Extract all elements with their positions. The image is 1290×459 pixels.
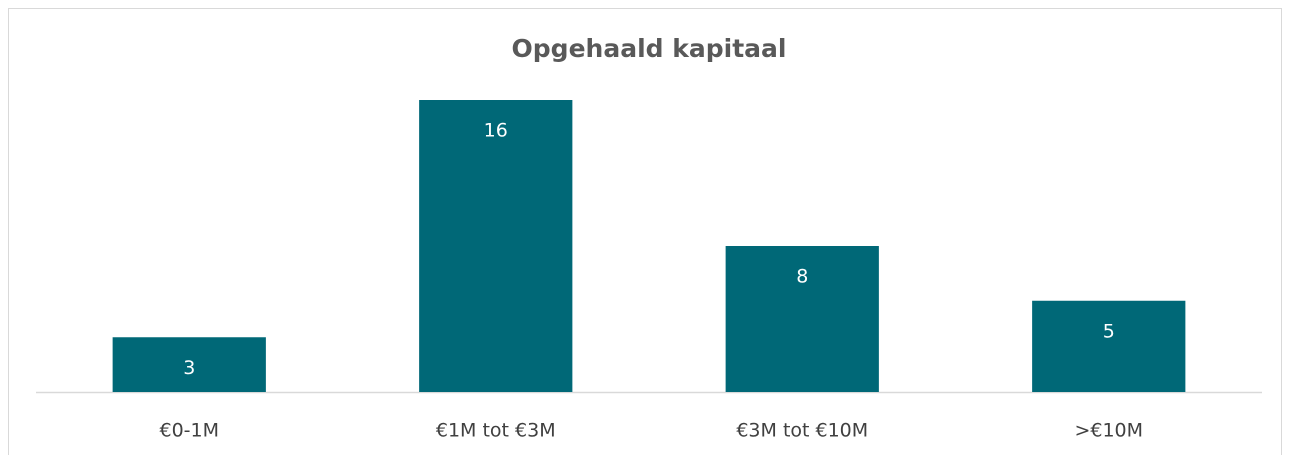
bar [419,100,573,392]
bar [112,337,266,392]
x-tick-label: >€10M [1074,420,1143,442]
data-label: 3 [183,357,195,379]
x-tick-label: €3M tot €10M [736,420,868,442]
data-label: 8 [796,266,808,288]
bar [725,246,879,392]
data-label: 16 [484,120,508,142]
x-tick-label: €1M tot €3M [436,420,556,442]
x-tick-label: €0-1M [159,420,219,442]
bar [1032,300,1186,392]
data-label: 5 [1103,320,1115,342]
chart-title: Opgehaald kapitaal [512,34,787,63]
